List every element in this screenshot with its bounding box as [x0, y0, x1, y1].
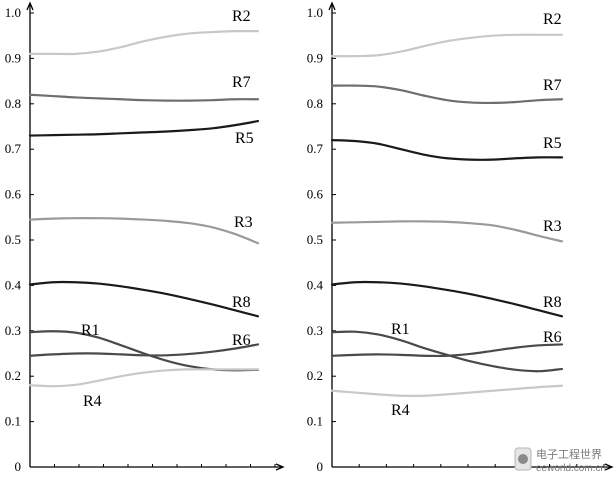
y-tick-label: 0.2 [307, 368, 323, 383]
series-label-r6: R6 [543, 329, 562, 346]
series-line-r4 [330, 384, 564, 397]
series-line-r1 [330, 330, 564, 373]
series-label-r8: R8 [543, 294, 562, 311]
y-tick-label: 0 [317, 459, 324, 474]
series-label-r2: R2 [543, 11, 562, 28]
y-tick-label: 0.3 [307, 323, 323, 338]
series-line-r8 [28, 280, 260, 318]
y-tick-label: 0.2 [5, 368, 21, 383]
series-line-r4 [28, 368, 260, 388]
series-line-r5 [330, 139, 564, 161]
y-tick-label: 0 [15, 459, 22, 474]
series-label-r7: R7 [232, 74, 251, 91]
y-tick-label: 0.1 [5, 414, 21, 429]
y-tick-label: 1.0 [307, 5, 323, 20]
y-tick-label: 0.6 [307, 187, 324, 202]
series-label-r3: R3 [234, 214, 253, 231]
series-label-r4: R4 [83, 393, 102, 410]
series-label-r1: R1 [391, 321, 410, 338]
y-tick-label: 0.9 [307, 50, 323, 65]
series-line-r6 [330, 343, 564, 358]
watermark-text: 电子工程世界 [536, 448, 602, 461]
series-line-r8 [330, 280, 564, 318]
x-axis-arrow [604, 463, 614, 471]
watermark-logo: 电子工程世界 eeworld.com.cn [514, 444, 610, 478]
series-label-r2: R2 [232, 8, 251, 25]
y-tick-label: 0.8 [307, 96, 323, 111]
y-tick-label: 0.9 [5, 50, 21, 65]
y-tick-label: 0.1 [307, 414, 323, 429]
series-line-r3 [28, 217, 260, 245]
y-tick-label: 0.7 [5, 141, 22, 156]
series-line-r3 [330, 220, 564, 243]
series-label-r1: R1 [81, 322, 100, 339]
series-line-r6 [28, 343, 260, 357]
series-label-r3: R3 [543, 218, 562, 235]
series-label-r7: R7 [543, 77, 562, 94]
y-tick-label: 0.4 [5, 277, 22, 292]
series-label-r4: R4 [391, 402, 410, 419]
series-line-r2 [330, 33, 564, 58]
y-tick-label: 0.4 [307, 277, 324, 292]
series-label-r8: R8 [232, 294, 251, 311]
series-line-r2 [28, 29, 260, 56]
y-tick-label: 0.8 [5, 96, 21, 111]
series-label-r6: R6 [232, 332, 251, 349]
series-line-r5 [28, 119, 260, 137]
watermark-url: eeworld.com.cn [536, 463, 606, 474]
series-line-r7 [330, 84, 564, 105]
x-axis-arrow [275, 463, 285, 471]
y-tick-label: 0.5 [307, 232, 323, 247]
series-label-r5: R5 [235, 130, 254, 147]
series-line-r7 [28, 93, 260, 102]
chart-right: 0 0.1 0.2 0.3 0.4 0.5 0.6 0.7 0.8 0.9 1.0 R2 R7 R5 R3 R… [307, 1, 614, 474]
y-tick-label: 0.6 [5, 187, 22, 202]
y-tick-label: 1.0 [5, 5, 21, 20]
y-tick-label: 0.3 [5, 323, 21, 338]
y-axis-arrow [26, 1, 34, 11]
y-tick-label: 0.5 [5, 232, 21, 247]
series-label-r5: R5 [543, 135, 562, 152]
y-axis-arrow [328, 1, 336, 11]
chart-left: 0 0.1 0.2 0.3 0.4 0.5 0.6 0.7 0.8 0.9 1.0 R2 R7 R5 R3 R… [5, 1, 285, 474]
y-tick-label: 0.7 [307, 141, 324, 156]
